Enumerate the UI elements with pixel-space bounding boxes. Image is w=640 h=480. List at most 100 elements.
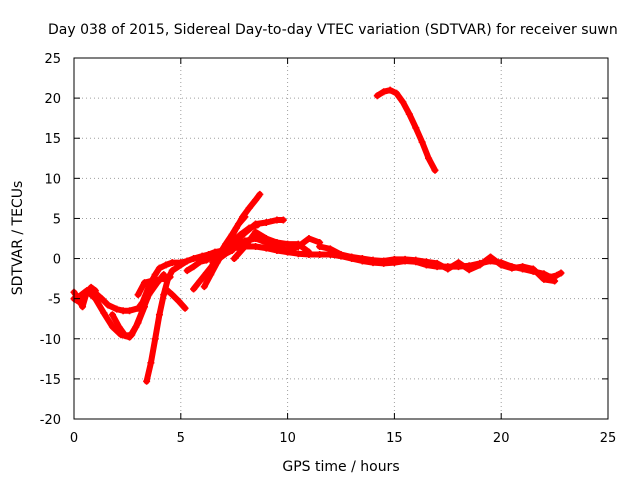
data-point-marker xyxy=(386,86,394,94)
data-point-marker xyxy=(252,243,260,251)
data-point-marker xyxy=(540,275,548,283)
data-point-marker xyxy=(433,259,441,267)
data-point-marker xyxy=(153,276,161,284)
data-point-marker xyxy=(209,259,217,267)
data-point-marker xyxy=(155,311,163,319)
data-point-marker xyxy=(380,257,388,265)
x-tick-label: 10 xyxy=(279,431,296,446)
data-point-marker xyxy=(305,251,313,259)
data-point-marker xyxy=(177,261,185,269)
series-trace xyxy=(209,213,248,266)
data-point-marker xyxy=(519,263,527,271)
x-tick-labels: 0 5 10 15 20 25 xyxy=(70,431,616,446)
data-point-marker xyxy=(200,283,208,291)
data-point-marker xyxy=(262,218,270,226)
data-point-marker xyxy=(476,261,484,269)
x-axis-title: GPS time / hours xyxy=(282,459,399,475)
data-point-marker xyxy=(241,213,249,221)
data-point-marker xyxy=(143,377,151,385)
data-point-marker xyxy=(228,230,236,238)
data-point-marker xyxy=(181,304,189,312)
data-point-marker xyxy=(337,251,345,259)
data-point-marker xyxy=(399,98,407,106)
data-point-marker xyxy=(119,307,127,315)
data-point-marker xyxy=(175,297,183,305)
data-point-marker xyxy=(401,255,409,263)
x-tick-label: 20 xyxy=(493,431,510,446)
data-point-marker xyxy=(252,220,260,228)
data-point-marker xyxy=(115,323,123,331)
data-point-marker xyxy=(190,255,198,263)
data-point-marker xyxy=(91,295,99,303)
data-point-marker xyxy=(220,247,228,255)
x-tick-label: 5 xyxy=(177,431,185,446)
data-point-marker xyxy=(252,228,260,236)
data-point-marker xyxy=(508,264,516,272)
y-tick-labels: -20 -15 -10 -5 0 5 10 15 20 25 xyxy=(40,52,61,428)
y-tick-label: -5 xyxy=(48,293,61,308)
data-point-marker xyxy=(140,303,148,311)
data-point-marker xyxy=(134,319,142,327)
data-point-marker xyxy=(230,255,238,263)
data-point-marker xyxy=(155,264,163,272)
data-point-marker xyxy=(256,190,264,198)
y-axis-title: SDTVAR / TECUs xyxy=(10,181,26,296)
data-point-marker xyxy=(183,267,191,275)
data-point-marker xyxy=(160,291,168,299)
data-point-marker xyxy=(147,277,155,285)
data-point-marker xyxy=(422,258,430,266)
data-point-marker xyxy=(405,110,413,118)
data-point-marker xyxy=(294,243,302,251)
data-point-marker xyxy=(305,235,313,242)
data-point-marker xyxy=(316,243,324,251)
data-point-marker xyxy=(553,271,561,279)
data-point-marker xyxy=(431,166,439,174)
x-tick-label: 25 xyxy=(600,431,617,446)
data-point-marker xyxy=(279,216,287,224)
plot-frame xyxy=(73,57,609,420)
data-point-marker xyxy=(529,265,537,273)
data-point-marker xyxy=(113,305,121,313)
grid xyxy=(74,58,608,419)
data-point-marker xyxy=(134,291,142,299)
data-point-marker xyxy=(162,261,170,269)
data-point-marker xyxy=(369,256,377,264)
data-point-marker xyxy=(418,138,426,146)
series-high-arc xyxy=(373,86,439,174)
data-point-marker xyxy=(273,216,281,224)
data-point-marker xyxy=(91,287,99,295)
data-point-marker xyxy=(358,255,366,263)
y-tick-label: -10 xyxy=(40,333,61,348)
chart-title: Day 038 of 2015, Sidereal Day-to-day VTE… xyxy=(48,22,618,38)
data-point-marker xyxy=(294,250,302,258)
series-main-band-2 xyxy=(316,243,559,285)
data-point-marker xyxy=(412,124,420,132)
y-tick-label: -15 xyxy=(40,373,61,388)
data-point-marker xyxy=(241,243,249,251)
data-point-marker xyxy=(145,291,153,299)
data-point-marker xyxy=(454,259,462,267)
data-point-marker xyxy=(444,265,452,273)
y-tick-label: 25 xyxy=(44,52,61,67)
data-point-marker xyxy=(128,331,136,339)
data-point-marker xyxy=(87,283,95,291)
data-point-marker xyxy=(284,248,292,256)
y-tick-label: 15 xyxy=(44,132,61,147)
series-dip-2 xyxy=(108,303,148,340)
series-trace xyxy=(162,286,189,312)
data-point-marker xyxy=(164,275,172,283)
x-tick-label: 0 xyxy=(70,431,78,446)
data-point-marker xyxy=(551,277,559,285)
data-point-marker xyxy=(262,244,270,252)
data-point-marker xyxy=(168,259,176,267)
data-point-marker xyxy=(151,271,159,279)
data-point-marker xyxy=(202,256,210,264)
data-point-marker xyxy=(252,235,260,242)
data-point-marker xyxy=(252,196,260,204)
data-point-marker xyxy=(316,251,324,259)
y-tick-label: -20 xyxy=(40,413,61,428)
data-point-marker xyxy=(147,359,155,367)
data-point-marker xyxy=(234,220,242,228)
data-point-marker xyxy=(348,253,356,261)
